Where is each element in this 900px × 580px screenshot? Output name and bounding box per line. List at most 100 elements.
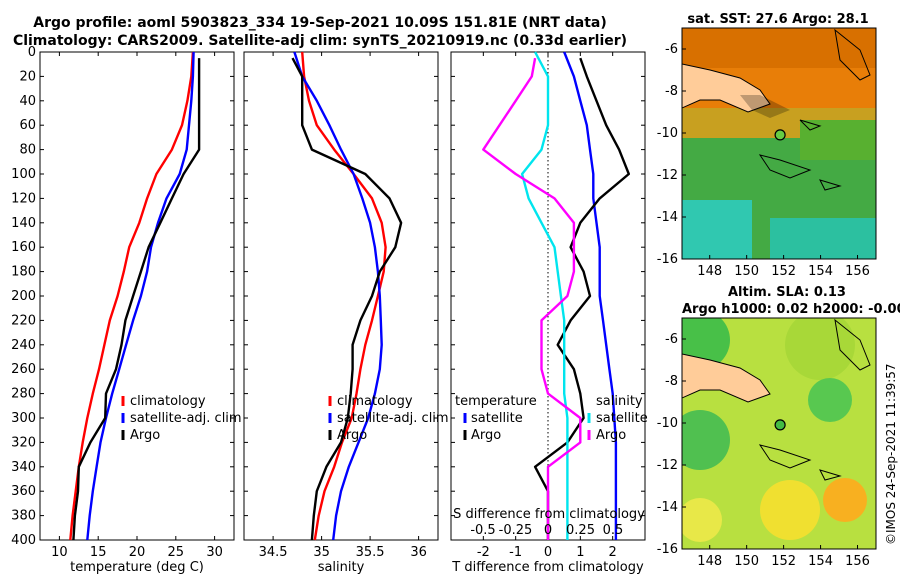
temperature-ticks: 10 15 20 25 30 — [40, 51, 234, 560]
map-y-tick-label: -6 — [665, 42, 678, 57]
depth-tick-label: 180 — [11, 265, 36, 280]
sst-map-frame — [681, 27, 877, 260]
salinity-axes — [243, 51, 439, 541]
depth-tick-label: 100 — [11, 167, 36, 182]
legend-argo: Argo — [130, 428, 160, 443]
x-tick-label: 35.5 — [356, 545, 385, 560]
map-y-tick-label: -12 — [657, 168, 678, 183]
legend-satellite: satellite-adj. clim — [337, 411, 449, 426]
x-tick-label: 25 — [168, 545, 185, 560]
legend-s-satellite: satellite — [596, 411, 648, 426]
legend-s-argo: Argo — [596, 428, 626, 443]
sla-map-ticks: 148 150 152 154 156 -6 -8 -10 -12 -14 -16 — [657, 332, 870, 569]
sst-map-ticks: 148 150 152 154 156 -6 -8 -10 -12 -14 -16 — [657, 42, 870, 279]
temperature-series — [69, 51, 201, 541]
depth-tick-label: 280 — [11, 387, 36, 402]
map-y-tick-label: -14 — [657, 210, 678, 225]
sla-map-title-2: Argo h1000: 0.02 h2000: -0.0021 — [682, 302, 900, 317]
imos-watermark: ©IMOS 24-Sep-2021 11:39:57 — [884, 363, 898, 545]
depth-tick-label: 160 — [11, 240, 36, 255]
depth-tick-label: 340 — [11, 460, 36, 475]
temperature-axes — [39, 51, 235, 541]
legend-t-satellite: satellite — [471, 411, 523, 426]
map-x-tick-label: 154 — [808, 264, 833, 279]
salinity-axis-label: salinity — [318, 560, 365, 575]
difference-series — [482, 51, 630, 540]
x-tick-label: 30 — [206, 545, 223, 560]
map-x-tick-label: 148 — [697, 554, 722, 569]
series-line-s-argo — [482, 57, 582, 540]
x-tick-label: 35 — [313, 545, 330, 560]
x-tick-label: -2 — [477, 545, 490, 560]
legend-salinity-heading: salinity — [596, 394, 643, 409]
depth-tick-label: 360 — [11, 484, 36, 499]
map-x-tick-label: 148 — [697, 264, 722, 279]
map-y-tick-label: -16 — [657, 542, 678, 557]
depth-tick-label: 60 — [19, 118, 36, 133]
depth-tick-label: 220 — [11, 313, 36, 328]
depth-tick-label: 140 — [11, 216, 36, 231]
depth-tick-label: 260 — [11, 362, 36, 377]
series-line-argo — [291, 57, 403, 541]
map-x-tick-label: 156 — [845, 554, 870, 569]
t-difference-axis-label: T difference from climatology — [451, 560, 644, 575]
legend-climatology: climatology — [130, 394, 206, 409]
depth-tick-label: 20 — [19, 69, 36, 84]
map-x-tick-label: 152 — [771, 554, 796, 569]
depth-tick-label: 400 — [11, 533, 36, 548]
series-line-climatology — [69, 51, 195, 541]
temperature-axis-label: temperature (deg C) — [70, 560, 204, 575]
salinity-legend: climatology satellite-adj. clim Argo — [328, 394, 449, 443]
sst-map — [682, 28, 876, 259]
x-tick-label: 36 — [410, 545, 427, 560]
depth-tick-label: 120 — [11, 191, 36, 206]
series-line-s-satellite — [520, 51, 569, 540]
map-y-tick-label: -10 — [657, 126, 678, 141]
map-x-tick-label: 150 — [734, 554, 759, 569]
x-tick-label: 15 — [90, 545, 107, 560]
x-tick-label: 2 — [609, 545, 617, 560]
sla-map — [682, 318, 876, 549]
map-x-tick-label: 152 — [771, 264, 796, 279]
x-tick-label: 20 — [129, 545, 146, 560]
title-line-2: Climatology: CARS2009. Satellite-adj cli… — [13, 33, 627, 49]
sst-argo-marker — [774, 129, 786, 141]
x-tick-label: 0 — [544, 545, 552, 560]
map-y-tick-label: -10 — [657, 416, 678, 431]
depth-tick-label: 300 — [11, 411, 36, 426]
map-y-tick-label: -16 — [657, 252, 678, 267]
depth-tick-label: 40 — [19, 94, 36, 109]
s-diff-tick-label: -0.5 — [470, 523, 495, 538]
s-diff-tick-label: -0.25 — [499, 523, 533, 538]
map-y-tick-label: -14 — [657, 500, 678, 515]
sst-map-title: sat. SST: 27.6 Argo: 28.1 — [687, 12, 868, 27]
depth-tick-labels: 0 20 40 60 80 100 120 140 160 180 200 220 240 260 280 3… — [11, 45, 36, 548]
x-tick-label: -1 — [509, 545, 522, 560]
legend-climatology: climatology — [337, 394, 413, 409]
s-difference-tick-labels: -0.5 -0.25 0 0.25 0.5 — [470, 523, 623, 538]
map-y-tick-label: -8 — [665, 374, 678, 389]
legend-argo: Argo — [337, 428, 367, 443]
s-difference-axis-label: S difference from climatology — [453, 507, 645, 522]
x-tick-label: 10 — [51, 545, 68, 560]
depth-tick-label: 200 — [11, 289, 36, 304]
difference-ticks: -2 -1 0 1 2 — [451, 51, 645, 560]
series-line-satellite-adj-clim — [293, 51, 383, 541]
s-diff-tick-label: 0 — [544, 523, 552, 538]
map-y-tick-label: -6 — [665, 332, 678, 347]
legend-satellite: satellite-adj. clim — [130, 411, 242, 426]
depth-tick-label: 0 — [28, 45, 36, 60]
sla-map-title-1: Altim. SLA: 0.13 — [728, 285, 846, 300]
series-line-t-satellite — [563, 51, 618, 540]
depth-tick-label: 320 — [11, 435, 36, 450]
map-x-tick-label: 156 — [845, 264, 870, 279]
map-x-tick-label: 154 — [808, 554, 833, 569]
salinity-series — [291, 51, 403, 541]
depth-tick-label: 240 — [11, 338, 36, 353]
x-tick-label: 34.5 — [259, 545, 288, 560]
series-line-t-argo — [533, 57, 630, 540]
sla-argo-marker — [774, 419, 786, 431]
legend-temperature-heading: temperature — [455, 394, 537, 409]
depth-tick-label: 80 — [19, 143, 36, 158]
